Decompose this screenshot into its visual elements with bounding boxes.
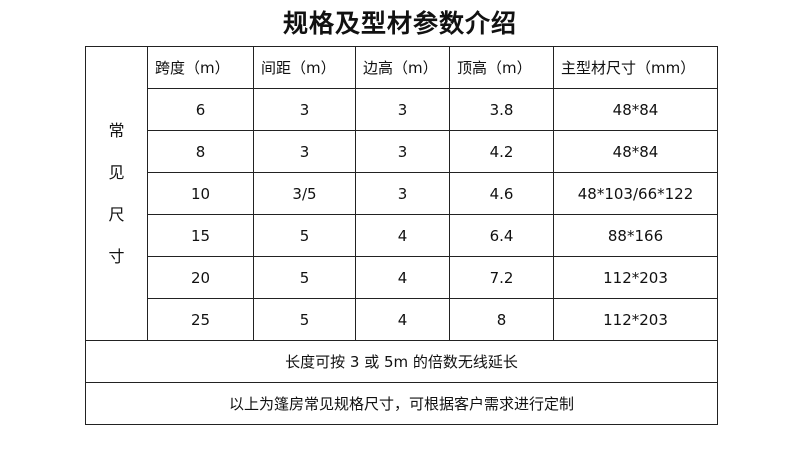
table-cell: 3 [355,88,450,131]
side-label-char: 见 [108,162,125,182]
table-cell: 4.2 [449,130,554,173]
table-cell: 25 [147,298,254,341]
table-cell: 4 [355,256,450,299]
table-cell: 15 [147,214,254,257]
table-cell: 3.8 [449,88,554,131]
spec-table: 常见尺寸跨度（m） 间距（m） 边高（m） 顶高（m） 主型材尺寸（mm） 6 3 3 3.8 4… [85,46,718,425]
table-row: 8 3 3 4.2 48*84 [86,130,718,173]
table-cell: 3/5 [253,172,356,215]
table-cell: 6 [147,88,254,131]
note-length: 长度可按 3 或 5m 的倍数无线延长 [85,340,718,383]
table-cell: 5 [253,256,356,299]
table-cell: 8 [147,130,254,173]
side-label-char: 尺 [108,204,125,224]
table-row: 20 5 4 7.2 112*203 [86,256,718,299]
table-cell: 112*203 [553,298,718,341]
table-cell: 3 [253,130,356,173]
table-row: 25 5 4 8 112*203 [86,298,718,341]
table-cell: 88*166 [553,214,718,257]
table-cell: 4.6 [449,172,554,215]
column-header: 主型材尺寸（mm） [553,46,718,89]
column-header: 间距（m） [253,46,356,89]
table-cell: 5 [253,298,356,341]
table-cell: 48*84 [553,88,718,131]
column-header: 边高（m） [355,46,450,89]
column-header: 跨度（m） [147,46,254,89]
page-title: 规格及型材参数介绍 [282,9,517,38]
column-header: 顶高（m） [449,46,554,89]
header-row: 常见尺寸跨度（m） 间距（m） 边高（m） 顶高（m） 主型材尺寸（mm） [85,46,718,341]
table-cell: 3 [355,172,450,215]
note-custom: 以上为篷房常见规格尺寸，可根据客户需求进行定制 [85,382,718,425]
side-label-char: 寸 [108,246,125,266]
table-cell: 4 [355,298,450,341]
table-cell: 10 [147,172,254,215]
table-row: 10 3/5 3 4.6 48*103/66*122 [86,172,718,215]
table-cell: 4 [355,214,450,257]
table-cell: 6.4 [449,214,554,257]
table-row: 15 5 4 6.4 88*166 [86,214,718,257]
table-cell: 3 [355,130,450,173]
table-cell: 48*103/66*122 [553,172,718,215]
side-label-cell: 常见尺寸 [85,46,148,341]
table-cell: 48*84 [553,130,718,173]
table-cell: 20 [147,256,254,299]
side-label-char: 常 [108,120,125,140]
table-cell: 5 [253,214,356,257]
table-cell: 3 [253,88,356,131]
table-cell: 7.2 [449,256,554,299]
table-row: 6 3 3 3.8 48*84 [86,88,718,131]
table-cell: 8 [449,298,554,341]
table-cell: 112*203 [553,256,718,299]
